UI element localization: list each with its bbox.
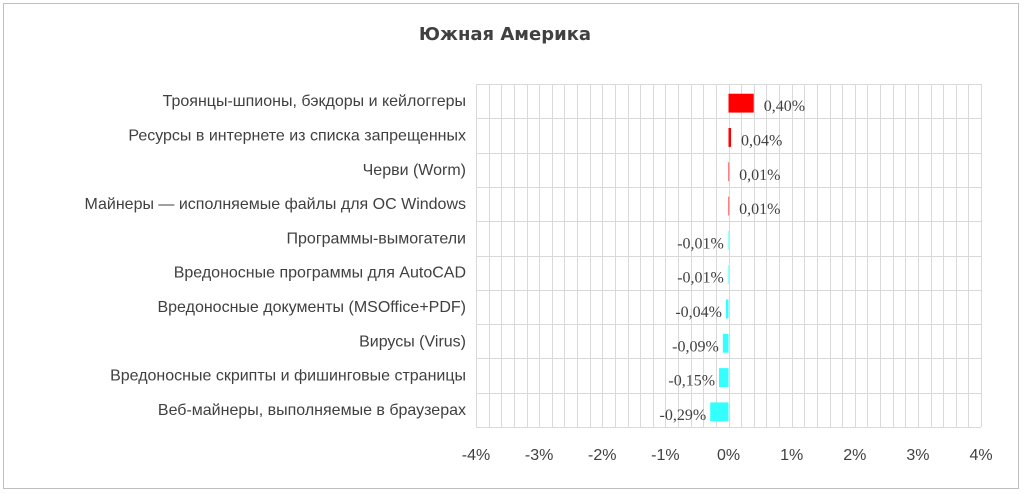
x-tick-label: 0%: [717, 447, 740, 464]
bar: [727, 230, 729, 250]
data-label: -0,01%: [677, 270, 724, 287]
data-label: -0,09%: [672, 338, 719, 355]
bar: [722, 333, 729, 353]
data-label: -0,29%: [660, 407, 707, 424]
bar: [727, 265, 729, 285]
bar: [728, 93, 754, 113]
category-label: Ресурсы в интернете из списка запрещенны…: [128, 127, 466, 144]
x-tick-label: -3%: [525, 447, 553, 464]
bar: [728, 128, 732, 147]
data-label: -0,15%: [668, 373, 715, 390]
x-tick-label: 3%: [906, 447, 929, 464]
x-tick-label: 4%: [969, 447, 992, 464]
category-label: Троянцы-шпионы, бэкдоры и кейлоггеры: [163, 93, 466, 110]
bar: [719, 368, 729, 387]
category-label: Вредоносные программы для AutoCAD: [174, 265, 466, 282]
category-label: Вредоносные скрипты и фишинговые страниц…: [110, 368, 466, 385]
bar: [725, 299, 729, 319]
bar: [710, 402, 729, 422]
category-label: Веб-майнеры, выполняемые в браузерах: [158, 402, 466, 419]
category-label: Черви (Worm): [363, 162, 466, 179]
x-tick-label: -4%: [462, 447, 490, 464]
category-label: Майнеры — исполняемые файлы для ОС Windo…: [84, 196, 466, 213]
category-label: Программы-вымогатели: [287, 230, 466, 247]
data-label: -0,01%: [677, 235, 724, 252]
x-tick-label: 1%: [780, 447, 803, 464]
data-label: 0,01%: [739, 201, 780, 218]
category-label: Вредоносные документы (MSOffice+PDF): [157, 299, 466, 316]
data-label: 0,40%: [764, 98, 805, 115]
bar: [728, 162, 730, 182]
data-label: 0,01%: [739, 167, 780, 184]
data-label: 0,04%: [741, 132, 782, 149]
chart-title: Южная Америка: [418, 24, 592, 45]
x-tick-label: -1%: [651, 447, 679, 464]
x-tick-label: -2%: [588, 447, 616, 464]
bar: [728, 196, 730, 216]
category-label: Вирусы (Virus): [359, 333, 466, 350]
data-label: -0,04%: [675, 304, 722, 321]
x-tick-label: 2%: [843, 447, 866, 464]
